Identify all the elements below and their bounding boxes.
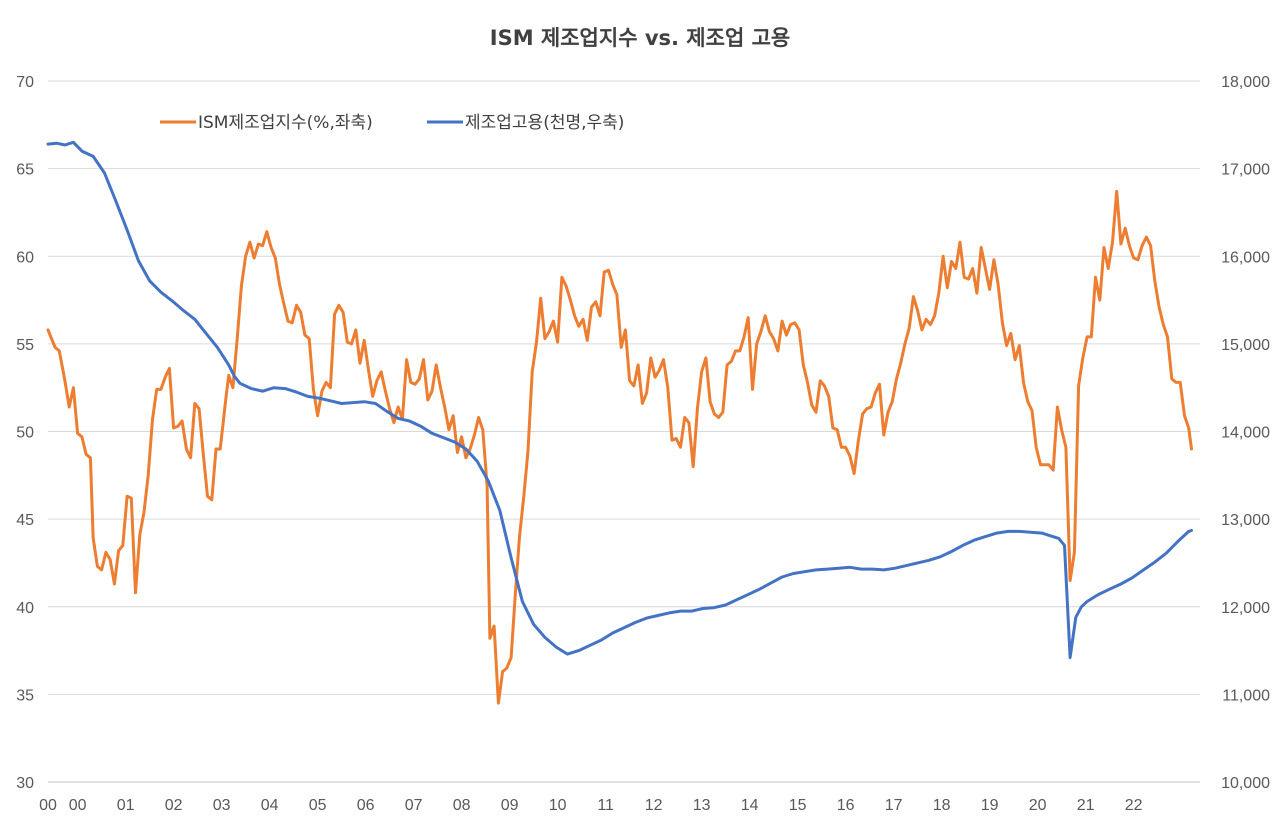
x-tick-label: 06 — [357, 797, 375, 814]
x-tick-label: 20 — [1029, 797, 1047, 814]
x-tick-label: 17 — [885, 797, 903, 814]
right-tick-label: 10,000 — [1221, 775, 1270, 792]
legend-label-ism: ISM제조업지수(%,좌축) — [198, 113, 373, 133]
gridlines — [48, 80, 1200, 783]
x-tick-label: 11 — [597, 797, 614, 814]
x-tick-label: 00 — [39, 797, 57, 814]
x-tick-label: 05 — [309, 797, 327, 814]
x-tick-label: 13 — [693, 797, 711, 814]
left-tick-label: 60 — [16, 249, 34, 266]
right-axis-ticks: 10,000 11,000 12,000 13,000 14,000 15,000 16,0… — [1221, 74, 1270, 792]
x-tick-label: 22 — [1125, 797, 1143, 814]
right-tick-label: 18,000 — [1221, 74, 1270, 91]
chart-title: ISM 제조업지수 vs. 제조업 고용 — [490, 26, 790, 50]
x-tick-label: 15 — [789, 797, 807, 814]
left-tick-label: 45 — [16, 512, 34, 529]
right-tick-label: 13,000 — [1221, 512, 1270, 529]
series-line-ism — [46, 189, 1193, 705]
x-tick-label: 10 — [549, 797, 567, 814]
series-layer — [46, 140, 1193, 705]
x-tick-label: 02 — [165, 797, 183, 814]
x-tick-label: 16 — [837, 797, 855, 814]
right-tick-label: 14,000 — [1221, 425, 1270, 442]
right-tick-label: 15,000 — [1221, 337, 1270, 354]
x-tick-label: 04 — [261, 797, 279, 814]
series-line-employment — [46, 140, 1193, 660]
x-tick-label: 08 — [453, 797, 471, 814]
x-tick-label: 21 — [1077, 797, 1095, 814]
left-tick-label: 40 — [16, 600, 34, 617]
x-tick-label: 12 — [645, 797, 663, 814]
x-tick-label: 09 — [501, 797, 519, 814]
right-tick-label: 17,000 — [1221, 162, 1270, 179]
x-axis-ticks: 00 00 01 02 03 04 05 06 07 08 09 10 11 12 13 14 15 16 17 18… — [39, 781, 1200, 814]
left-tick-label: 55 — [16, 337, 34, 354]
right-tick-label: 16,000 — [1221, 249, 1270, 266]
left-tick-label: 35 — [16, 687, 34, 704]
left-tick-label: 65 — [16, 162, 34, 179]
left-tick-label: 70 — [16, 74, 34, 91]
x-tick-label: 07 — [405, 797, 423, 814]
right-tick-label: 12,000 — [1221, 600, 1270, 617]
right-tick-label: 11,000 — [1222, 687, 1270, 704]
x-tick-label: 00 — [69, 797, 87, 814]
x-tick-label: 03 — [213, 797, 231, 814]
left-tick-label: 50 — [16, 425, 34, 442]
x-tick-label: 14 — [741, 797, 759, 814]
x-tick-label: 01 — [117, 797, 135, 814]
left-axis-ticks: 30 35 40 45 50 55 60 65 70 — [16, 74, 34, 792]
left-tick-label: 30 — [16, 775, 34, 792]
legend-label-employment: 제조업고용(천명,우축) — [465, 113, 624, 133]
x-tick-label: 18 — [933, 797, 951, 814]
legend: ISM제조업지수(%,좌축) 제조업고용(천명,우축) — [160, 113, 624, 133]
x-tick-label: 19 — [981, 797, 999, 814]
